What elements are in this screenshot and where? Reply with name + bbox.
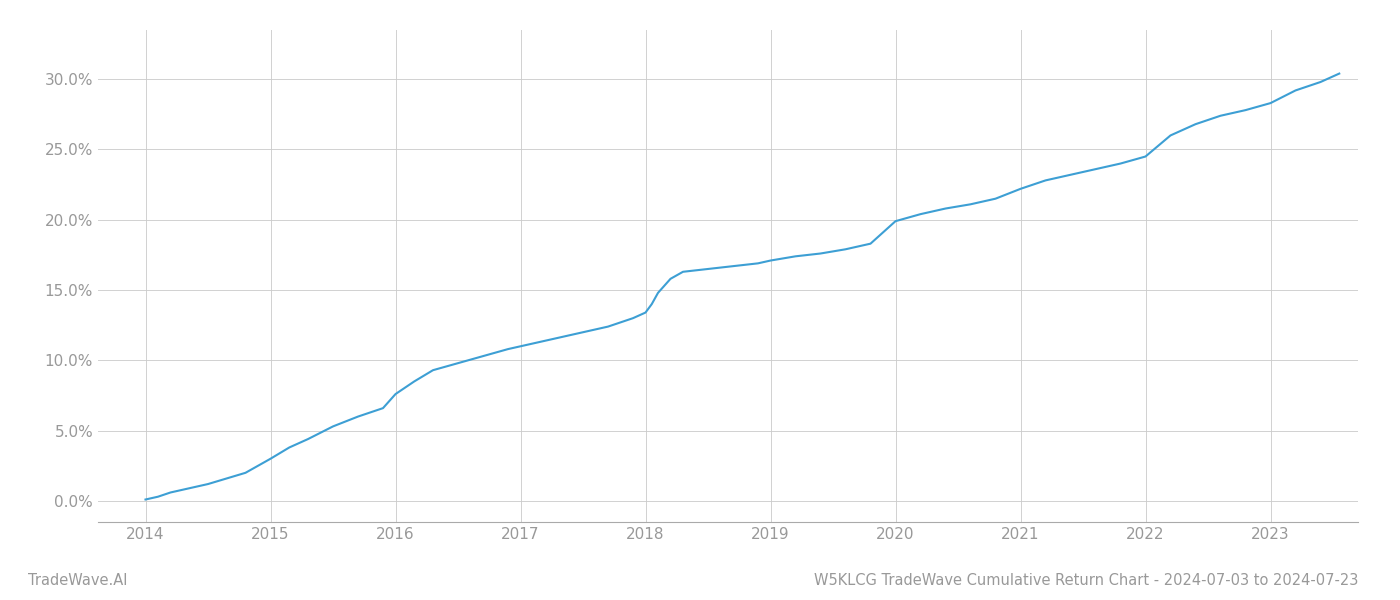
Text: TradeWave.AI: TradeWave.AI xyxy=(28,573,127,588)
Text: W5KLCG TradeWave Cumulative Return Chart - 2024-07-03 to 2024-07-23: W5KLCG TradeWave Cumulative Return Chart… xyxy=(813,573,1358,588)
